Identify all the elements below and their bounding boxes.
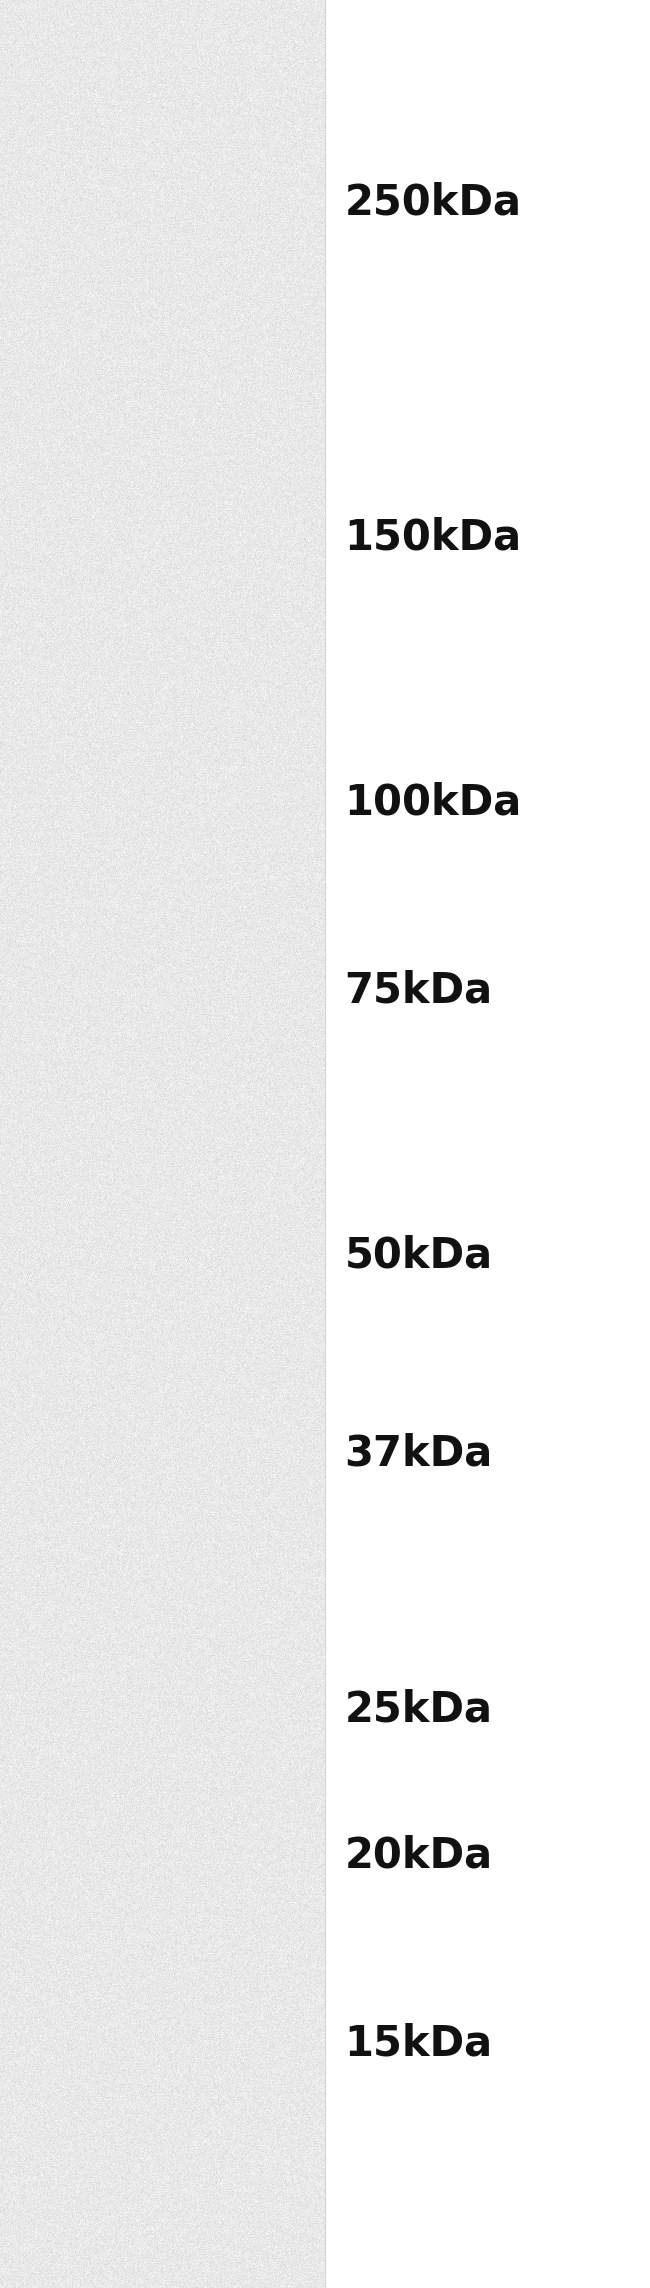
Text: 15kDa: 15kDa — [344, 2023, 493, 2064]
Text: 150kDa: 150kDa — [344, 517, 521, 558]
Text: 100kDa: 100kDa — [344, 782, 522, 824]
Text: 75kDa: 75kDa — [344, 970, 493, 1011]
Text: 20kDa: 20kDa — [344, 1835, 493, 1876]
Text: 25kDa: 25kDa — [344, 1689, 493, 1730]
Bar — [0, 0, 325, 2288]
Text: 50kDa: 50kDa — [344, 1236, 493, 1277]
Bar — [325, 0, 650, 2288]
Text: 250kDa: 250kDa — [344, 181, 521, 224]
Text: 37kDa: 37kDa — [344, 1432, 493, 1473]
